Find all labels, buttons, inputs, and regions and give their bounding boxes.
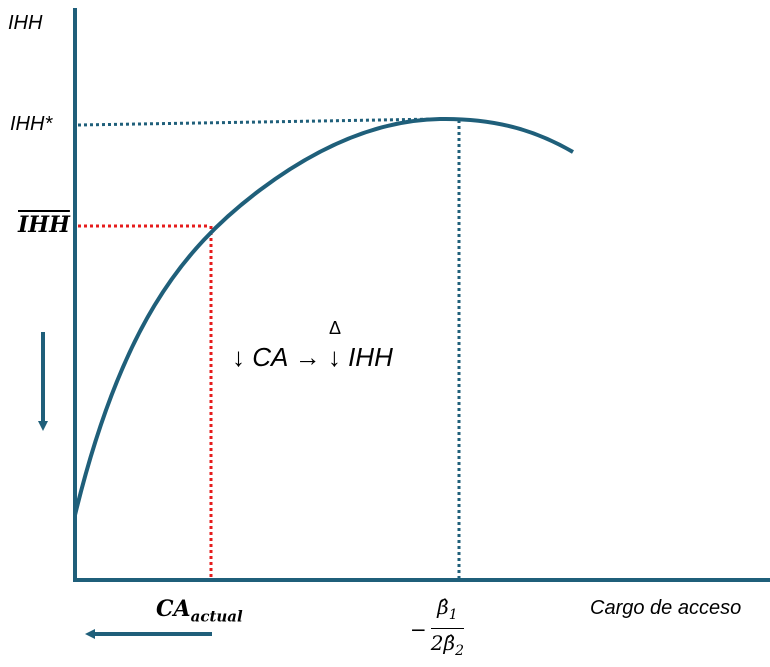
vertex-numerator-sub: 1 bbox=[448, 607, 458, 623]
annotation-left: ↓ CA bbox=[232, 342, 288, 372]
x-axis-label: Cargo de acceso bbox=[590, 597, 742, 619]
vertex-denominator-sub: 2 bbox=[455, 643, 464, 659]
vertex-numerator: β̂1 bbox=[430, 594, 464, 629]
ihh-hat-label: IHH bbox=[18, 212, 70, 238]
vertex-denominator: 2β̂2 bbox=[431, 629, 464, 665]
ca-actual-subscript: actual bbox=[190, 607, 243, 626]
annotation-arrow: → bbox=[294, 342, 321, 372]
annotation-right: ↓ IHH bbox=[327, 342, 393, 372]
vertex-minus: − bbox=[410, 617, 427, 642]
y-axis-label: IHH bbox=[8, 12, 43, 34]
ihh-curve bbox=[73, 116, 574, 516]
vertex-fraction: β̂1 2β̂2 bbox=[430, 594, 464, 665]
relation-annotation: ↓ CA → ↓ IHH Δ bbox=[232, 318, 393, 373]
ca-actual-label: CAactual bbox=[156, 596, 243, 625]
vertex-numerator-base: β̂ bbox=[437, 595, 449, 619]
vertex-denominator-base: 2β̂ bbox=[430, 631, 456, 655]
ca-actual-base: CA bbox=[156, 596, 191, 622]
ihh-max-guide-horizontal bbox=[77, 117, 441, 127]
annotation-delta: Δ bbox=[329, 318, 342, 338]
vertex-formula: − β̂1 2β̂2 bbox=[410, 594, 464, 665]
ihh-max-label: IHH* bbox=[10, 113, 53, 135]
